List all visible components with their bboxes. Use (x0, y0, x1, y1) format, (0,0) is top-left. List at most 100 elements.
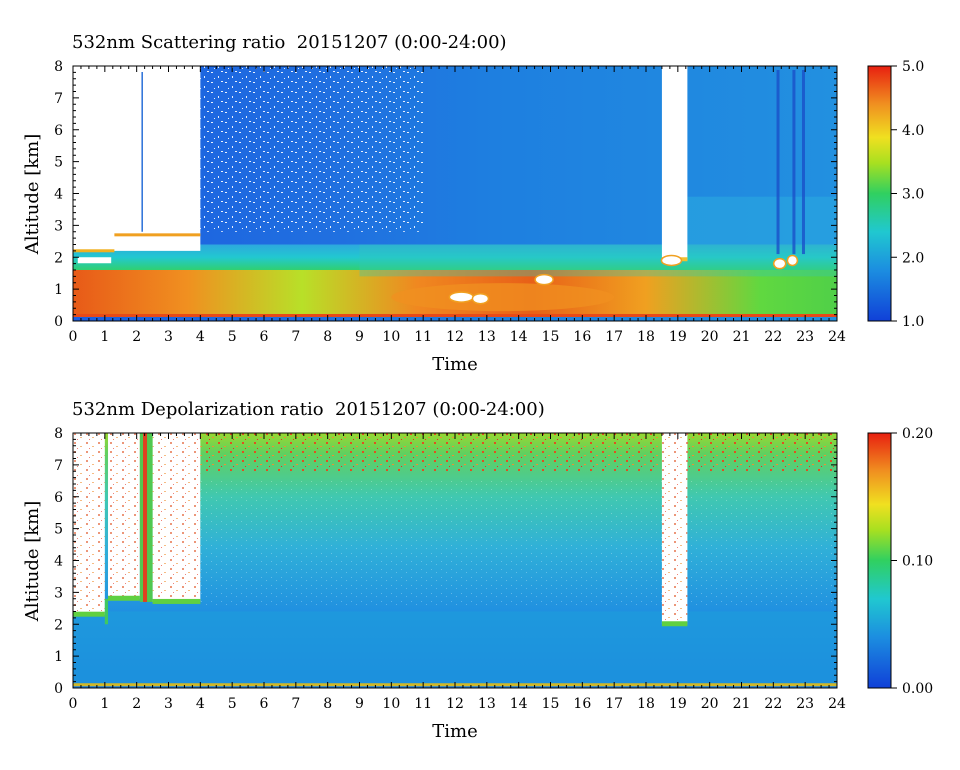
x-tick-label: 5 (228, 329, 237, 345)
cloud-edge (661, 621, 688, 627)
y-tick-label: 3 (54, 218, 63, 234)
colorbar-gradient (867, 65, 892, 322)
no-data-region (77, 257, 112, 264)
no-data-region (73, 66, 201, 251)
saturated-blob (534, 273, 554, 286)
x-tick-label: 10 (382, 329, 400, 345)
y-axis-label: Altitude [km] (22, 134, 43, 256)
heatmap-band (73, 611, 837, 684)
x-tick-label: 8 (323, 329, 332, 345)
x-axis-label: Time (432, 721, 477, 742)
heatmap-noise (73, 433, 105, 615)
x-tick-label: 9 (355, 329, 364, 345)
x-tick-label: 19 (669, 329, 687, 345)
colorbar-tick-label: 0.20 (902, 426, 933, 442)
chart-title: 532nm Scattering ratio 20151207 (0:00-24… (72, 32, 507, 53)
saturated-blob (471, 292, 490, 305)
x-tick-label: 20 (701, 329, 719, 345)
x-tick-label: 1 (100, 696, 109, 712)
x-tick-label: 17 (605, 329, 623, 345)
cloud-edge (73, 611, 105, 617)
colorbar-tick-label: 2.0 (902, 250, 924, 266)
heatmap-cell (391, 283, 615, 312)
x-tick-label: 14 (510, 329, 528, 345)
x-axis-label: Time (432, 354, 477, 375)
heatmap-streak (776, 70, 780, 255)
y-axis-label: Altitude [km] (22, 501, 43, 623)
saturated-blob (660, 254, 683, 267)
y-tick-label: 5 (54, 522, 63, 538)
x-tick-label: 16 (573, 329, 591, 345)
y-axis: 0 1 2 3 4 5 6 7 8 (54, 59, 837, 330)
chart-title: 532nm Depolarization ratio 20151207 (0:0… (72, 399, 545, 420)
saturated-blob (448, 291, 475, 303)
y-tick-label: 1 (54, 282, 63, 298)
x-tick-label: 11 (414, 329, 432, 345)
x-tick-label: 11 (414, 696, 432, 712)
heatmap-noise (152, 433, 201, 602)
heatmap-streak (141, 72, 143, 232)
x-tick-label: 4 (196, 329, 205, 345)
y-tick-label: 8 (54, 59, 63, 75)
x-tick-label: 8 (323, 696, 332, 712)
cloud-edge (108, 595, 140, 601)
colorbar-ticks: 0.00 0.10 0.20 (891, 426, 933, 697)
heatmap-noise (200, 433, 838, 472)
colorbar: 0.00 0.10 0.20 (867, 426, 933, 697)
x-tick-label: 2 (132, 329, 141, 345)
y-tick-label: 6 (54, 123, 63, 139)
x-tick-label: 9 (355, 696, 364, 712)
x-tick-label: 7 (291, 696, 300, 712)
x-tick-label: 14 (510, 696, 528, 712)
x-tick-label: 21 (733, 696, 751, 712)
x-tick-label: 22 (764, 696, 782, 712)
x-tick-label: 13 (478, 696, 496, 712)
x-tick-label: 24 (828, 696, 846, 712)
x-tick-label: 20 (701, 696, 719, 712)
y-tick-label: 4 (54, 187, 63, 203)
heatmap-streak (792, 70, 796, 255)
x-tick-label: 4 (196, 696, 205, 712)
saturated-blob (772, 257, 787, 270)
y-tick-label: 0 (54, 681, 63, 697)
x-tick-label: 18 (637, 329, 655, 345)
x-tick-label: 2 (132, 696, 141, 712)
y-tick-label: 2 (54, 617, 63, 633)
heatmap-band (359, 244, 837, 277)
colorbar-tick-label: 1.0 (902, 314, 924, 330)
cloud-edge (152, 598, 201, 604)
x-tick-label: 24 (828, 329, 846, 345)
scattering-ratio-panel: 532nm Scattering ratio 20151207 (0:00-24… (22, 32, 924, 375)
x-tick-label: 7 (291, 329, 300, 345)
x-tick-label: 21 (733, 329, 751, 345)
y-tick-label: 2 (54, 250, 63, 266)
x-tick-label: 10 (382, 696, 400, 712)
depolarization-ratio-panel: 532nm Depolarization ratio 20151207 (0:0… (22, 399, 933, 742)
y-tick-label: 0 (54, 314, 63, 330)
colorbar-gradient (867, 432, 892, 689)
x-tick-label: 0 (69, 329, 78, 345)
colorbar-tick-label: 4.0 (902, 123, 924, 139)
x-tick-label: 19 (669, 696, 687, 712)
x-tick-label: 15 (542, 329, 560, 345)
x-tick-label: 22 (764, 329, 782, 345)
x-tick-label: 23 (796, 696, 814, 712)
colorbar-tick-label: 0.10 (902, 554, 933, 570)
x-axis: 0 1 2 3 4 5 6 7 8 9 10 11 12 13 14 15 16 17 18 19 20 21 22 23 24 (69, 66, 846, 345)
x-tick-label: 13 (478, 329, 496, 345)
heatmap-noise (200, 66, 424, 232)
x-tick-label: 6 (260, 696, 269, 712)
colorbar-tick-label: 5.0 (902, 59, 924, 75)
heatmap-streak (801, 70, 805, 255)
colorbar-tick-label: 3.0 (902, 187, 924, 203)
y-tick-label: 7 (54, 91, 63, 107)
cloud-edge (73, 249, 115, 253)
saturated-blob (786, 254, 799, 267)
x-tick-label: 23 (796, 329, 814, 345)
colorbar-ticks: 1.0 2.0 3.0 4.0 5.0 (891, 59, 924, 330)
heatmap-plot-area (73, 66, 837, 321)
x-tick-label: 3 (164, 696, 173, 712)
y-tick-label: 1 (54, 649, 63, 665)
y-tick-label: 3 (54, 585, 63, 601)
y-tick-label: 8 (54, 426, 63, 442)
